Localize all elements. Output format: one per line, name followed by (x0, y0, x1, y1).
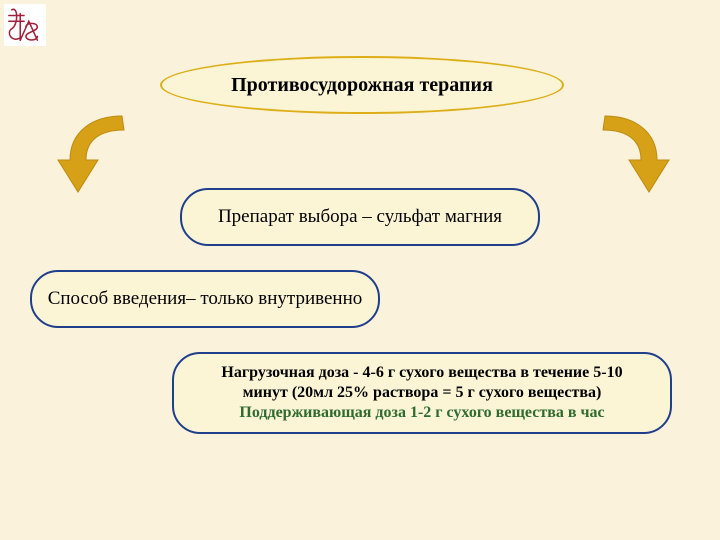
title-oval: Противосудорожная терапия (160, 56, 564, 114)
arrow-left (52, 112, 142, 204)
publisher-logo (4, 4, 46, 46)
drug-of-choice-box: Препарат выбора – сульфат магния (180, 188, 540, 246)
administration-method-text: Способ введения– только внутривенно (48, 287, 363, 311)
dose-line-1: Нагрузочная доза - 4-6 г сухого вещества… (184, 363, 660, 383)
title-text: Противосудорожная терапия (231, 74, 493, 97)
logo-icon (6, 6, 44, 44)
arrow-right (585, 112, 675, 204)
drug-of-choice-text: Препарат выбора – сульфат магния (218, 205, 502, 229)
administration-method-box: Способ введения– только внутривенно (30, 270, 380, 328)
dose-text: Нагрузочная доза - 4-6 г сухого вещества… (184, 363, 660, 423)
dose-line-2: минут (20мл 25% раствора = 5 г сухого ве… (184, 383, 660, 403)
dose-box: Нагрузочная доза - 4-6 г сухого вещества… (172, 352, 672, 434)
dose-line-3: Поддерживающая доза 1-2 г сухого веществ… (184, 403, 660, 423)
